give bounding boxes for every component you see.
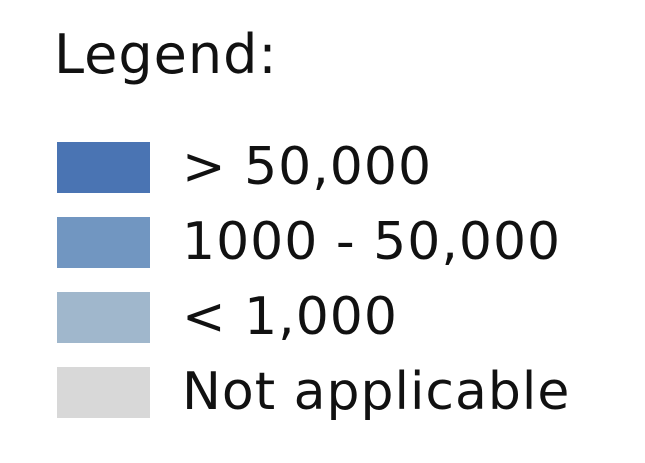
legend-item-1000-to-50000: 1000 - 50,000 <box>57 216 561 268</box>
legend-item-over-50000: > 50,000 <box>57 141 432 193</box>
legend-item-label: 1000 - 50,000 <box>182 212 562 272</box>
legend-title: Legend: <box>54 23 278 86</box>
legend-item-label: > 50,000 <box>182 137 433 197</box>
legend-swatch <box>57 216 150 268</box>
legend-swatch <box>57 291 150 343</box>
legend-item-label: Not applicable <box>182 362 571 422</box>
legend-swatch <box>57 141 150 193</box>
legend-swatch <box>57 366 150 418</box>
legend-item-under-1000: < 1,000 <box>57 291 398 343</box>
legend-item-not-applicable: Not applicable <box>57 366 570 418</box>
legend-item-label: < 1,000 <box>182 287 398 347</box>
